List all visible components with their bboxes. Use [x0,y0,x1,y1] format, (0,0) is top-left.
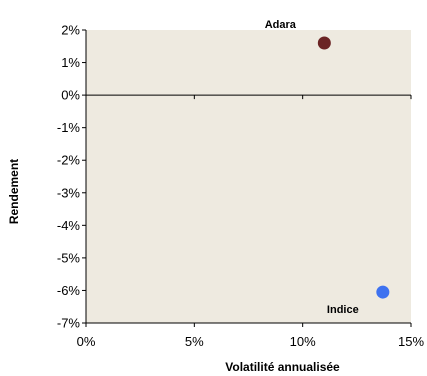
x-tick-label: 5% [185,334,204,349]
y-tick-label: 2% [61,23,80,38]
y-tick-label: -1% [57,120,81,135]
data-points: Adara Indice [265,19,390,316]
y-tick-label: -4% [57,218,81,233]
x-axis: 0% 5% 10% 15% [77,322,424,349]
x-tick-label: 10% [290,334,316,349]
x-tick-label: 0% [77,334,96,349]
x-axis-title: Volatilité annualisée [225,360,340,374]
y-tick-label: -7% [57,316,81,331]
zero-line [86,94,412,100]
data-point-indice [376,285,390,299]
y-tick-label: 0% [61,88,80,103]
point-label-indice: Indice [327,304,359,316]
y-tick-label: -6% [57,283,81,298]
y-axis-title: Rendement [7,159,21,224]
data-point-adara [317,36,331,50]
point-label-adara: Adara [265,19,297,31]
y-tick-label: 1% [61,55,80,70]
y-axis: 2% 1% 0% -1% -2% -3% -4% -5% -6% -7% [57,23,87,331]
y-tick-label: -5% [57,250,81,265]
y-tick-label: -2% [57,153,81,168]
plot-area [86,30,411,323]
y-tick-label: -3% [57,185,81,200]
x-tick-label: 15% [398,334,424,349]
